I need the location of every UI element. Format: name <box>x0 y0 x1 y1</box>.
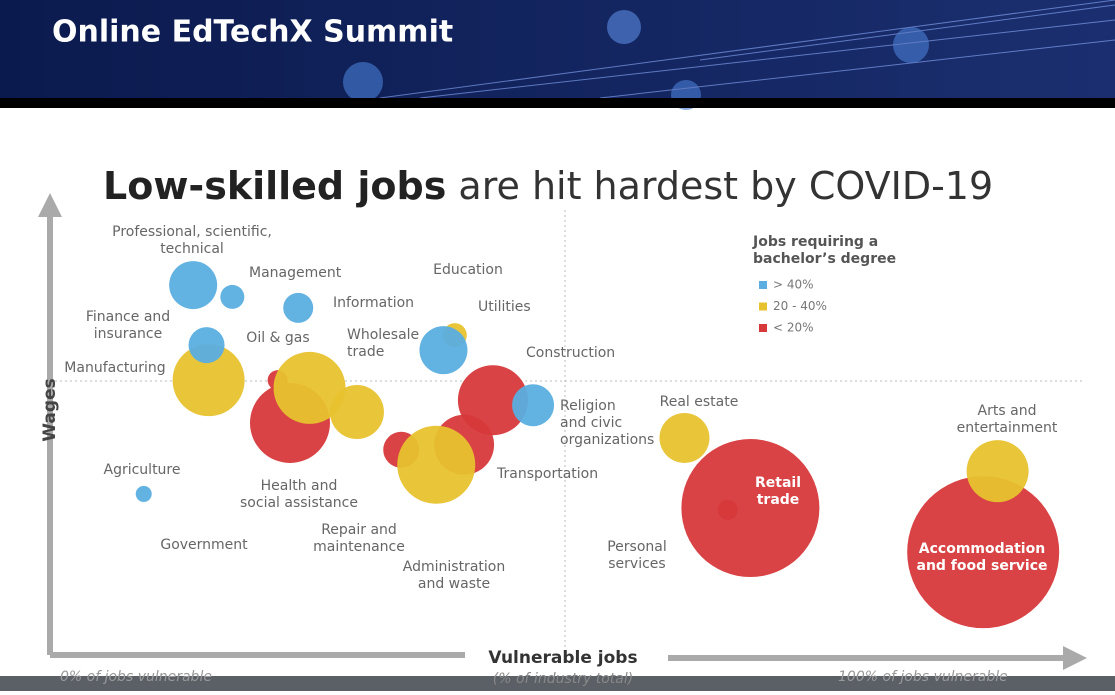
bubble <box>220 284 245 309</box>
legend-label: > 40% <box>773 278 814 292</box>
header-bar <box>0 0 1115 98</box>
bubble-label: Wholesale trade <box>347 327 419 360</box>
header-divider <box>0 98 1115 108</box>
bubble-label: Accommodation and food service <box>917 541 1048 574</box>
legend-swatch <box>759 281 767 289</box>
bubble-label: Education <box>433 262 503 278</box>
bubble-label: Government <box>160 537 248 553</box>
bubble-label: Information <box>333 295 414 311</box>
header-title: Online EdTechX Summit <box>52 15 453 50</box>
bottom-bar <box>0 676 1115 691</box>
chart-title: Low-skilled jobs are hit hardest by COVI… <box>103 164 993 208</box>
bubble-label: Management <box>249 265 342 281</box>
bubble <box>135 485 152 502</box>
x-axis-sublabel: (% of industry total) <box>493 671 633 687</box>
bubble-label: Health and social assistance <box>240 478 358 511</box>
bubble-label: Transportation <box>496 466 598 482</box>
bubble-label: Oil & gas <box>246 330 309 346</box>
bubble-label: Retail trade <box>755 475 801 508</box>
labels: Government Oil & gas Construction Transport… <box>64 224 1058 592</box>
bubble <box>169 261 218 310</box>
legend-label: < 20% <box>773 321 814 335</box>
legend-swatch <box>759 302 767 311</box>
chart-title-bold: Low-skilled jobs <box>103 164 446 208</box>
bubble <box>966 440 1029 503</box>
bubble-label: Agriculture <box>104 462 181 478</box>
header-decoration <box>343 0 1115 110</box>
bubble-label: Construction <box>526 345 615 361</box>
x-max-label: 100% of jobs vulnerable <box>838 669 1008 685</box>
x-axis-label: Vulnerable jobs <box>488 648 637 668</box>
bubble-label: Manufacturing <box>64 360 165 376</box>
bubble <box>283 292 314 323</box>
bubble <box>907 476 1060 629</box>
y-axis-label: Wages <box>40 378 60 441</box>
bubble-label: Religion and civic organizations <box>560 398 654 448</box>
legend-label: 20 - 40% <box>773 299 827 313</box>
bubble-label: Administration and waste <box>403 559 505 592</box>
bubble <box>512 384 555 427</box>
bubble <box>397 425 476 504</box>
bubble <box>681 439 820 578</box>
bubble-label: Personal services <box>607 539 667 572</box>
bubble <box>717 499 738 520</box>
bubble <box>273 351 346 424</box>
bubble-label: Arts and entertainment <box>957 403 1058 436</box>
bubble-label: Repair and maintenance <box>313 522 405 555</box>
bubble <box>172 344 245 417</box>
plot: Government Oil & gas Construction Transport… <box>64 224 1060 629</box>
bubble <box>419 326 468 375</box>
bubble-label: Professional, scientific, technical <box>112 224 272 257</box>
bubble-label: Utilities <box>478 299 531 315</box>
chart-title-rest: are hit hardest by COVID-19 <box>446 164 993 208</box>
x-min-label: 0% of jobs vulnerable <box>60 669 212 685</box>
bubbles <box>135 261 1060 629</box>
bubble-label: Real estate <box>660 394 739 410</box>
bubble <box>188 327 225 364</box>
legend-title: Jobs requiring a bachelor’s degree <box>752 234 896 267</box>
legend-swatch <box>759 324 767 332</box>
bubble-label: Finance and insurance <box>86 309 170 342</box>
bubble <box>659 412 710 463</box>
